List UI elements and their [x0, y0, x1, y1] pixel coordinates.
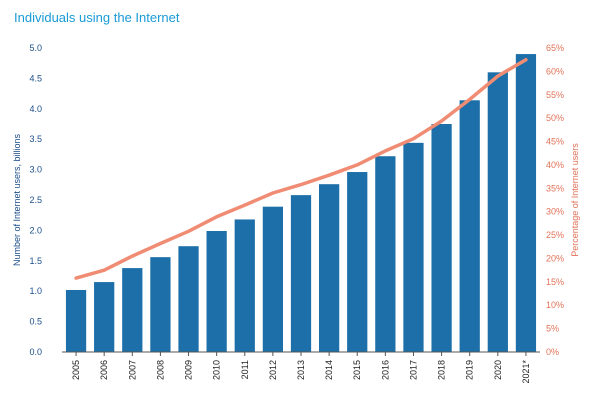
bar-2021*: [515, 54, 537, 353]
x-tick-label: 2017: [408, 360, 418, 380]
left-tick-label: 2.0: [29, 225, 42, 235]
x-tick-label: 2016: [380, 360, 390, 380]
bar-2008: [150, 257, 171, 352]
x-axis-ticks: 2005 2006 2007 2008 2009 2010 2011 2012 2013 2014…: [71, 352, 531, 384]
x-tick-label: 2008: [155, 360, 165, 380]
line-series: [74, 57, 528, 280]
x-tick-label: 2010: [212, 360, 222, 380]
x-tick-label: 2005: [71, 360, 81, 380]
x-tick-label: 2018: [437, 360, 447, 380]
right-tick-label: 60%: [546, 66, 564, 76]
right-axis-title: Percentage of Internet users: [570, 143, 580, 257]
x-tick-label: 2006: [99, 360, 109, 380]
x-tick-label: 2013: [296, 360, 306, 380]
left-tick-label: 5.0: [29, 43, 42, 53]
right-tick-label: 20%: [546, 253, 564, 263]
left-axis-ticks: 0.0 0.5 1.0 1.5 2.0 2.5 3.0 3.5 4.0 4.5 5.0: [29, 43, 42, 357]
right-tick-label: 45%: [546, 137, 564, 147]
bar-2019: [459, 100, 480, 353]
left-tick-label: 4.5: [29, 73, 42, 83]
bar-2016: [375, 156, 396, 352]
bar-series: [65, 54, 537, 353]
bar-2017: [403, 142, 424, 352]
x-tick-label: 2014: [324, 360, 334, 380]
right-tick-label: 65%: [546, 43, 564, 53]
left-tick-label: 1.0: [29, 286, 42, 296]
right-tick-label: 40%: [546, 160, 564, 170]
right-tick-label: 30%: [546, 207, 564, 217]
right-tick-label: 0%: [546, 347, 559, 357]
x-tick-label: 2021*: [521, 360, 531, 384]
bar-2014: [318, 184, 340, 352]
left-tick-label: 1.5: [29, 256, 42, 266]
left-tick-label: 4.0: [29, 104, 42, 114]
right-tick-label: 5%: [546, 324, 559, 334]
bar-2012: [262, 206, 284, 352]
left-axis-title: Number of Internet users, billions: [12, 133, 22, 266]
x-tick-label: 2020: [493, 360, 503, 380]
bar-2005: [65, 289, 87, 352]
bar-2018: [431, 124, 452, 352]
bar-2009: [178, 246, 199, 352]
x-tick-label: 2015: [352, 360, 362, 380]
left-tick-label: 0.5: [29, 317, 42, 327]
right-tick-label: 55%: [546, 90, 564, 100]
bar-2011: [234, 219, 255, 352]
bar-2006: [94, 282, 115, 352]
right-tick-label: 10%: [546, 300, 564, 310]
right-tick-label: 15%: [546, 277, 564, 287]
bar-2015: [347, 172, 368, 352]
x-tick-label: 2007: [127, 360, 137, 380]
right-tick-label: 50%: [546, 113, 564, 123]
left-tick-label: 3.5: [29, 134, 42, 144]
x-tick-label: 2019: [465, 360, 475, 380]
left-tick-label: 0.0: [29, 347, 42, 357]
bar-2007: [122, 268, 143, 352]
right-tick-label: 25%: [546, 230, 564, 240]
right-axis-ticks: 0% 5% 10% 15% 20% 25% 30% 35% 40% 45% 50% 55% 60% 65%: [546, 43, 564, 357]
x-tick-label: 2012: [268, 360, 278, 380]
left-tick-label: 3.0: [29, 165, 42, 175]
x-tick-label: 2009: [184, 360, 194, 380]
x-tick-label: 2011: [240, 360, 250, 379]
chart-title: Individuals using the Internet: [14, 10, 180, 25]
bar-2020: [487, 72, 508, 352]
left-tick-label: 2.5: [29, 195, 42, 205]
bar-2010: [206, 231, 227, 352]
right-tick-label: 35%: [546, 183, 564, 193]
bar-2013: [290, 195, 312, 352]
